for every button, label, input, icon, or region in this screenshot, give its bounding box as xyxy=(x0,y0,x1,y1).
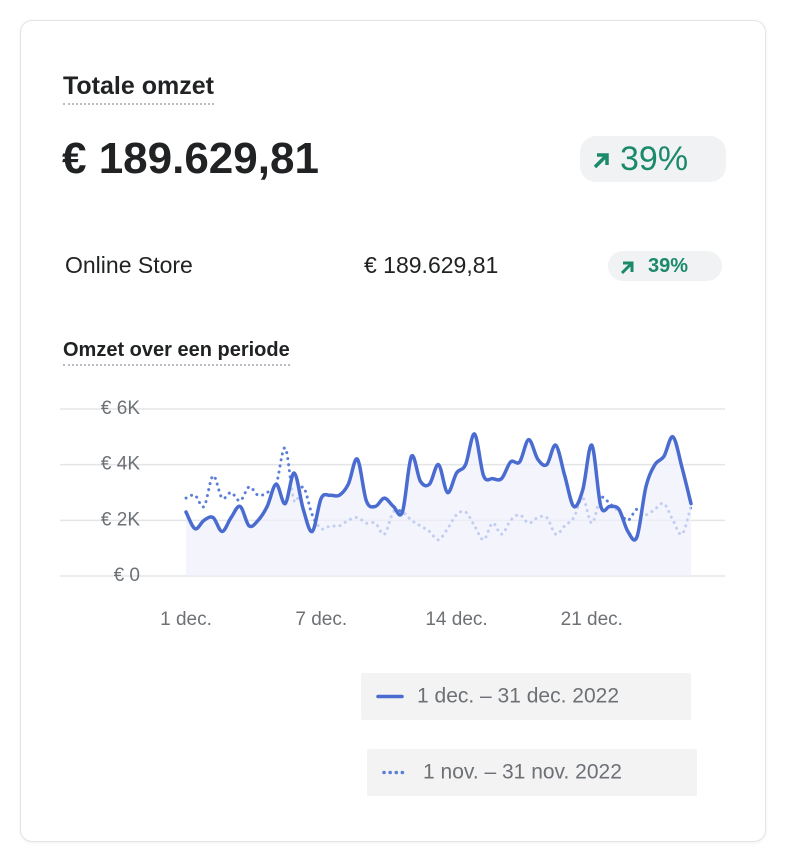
x-tick-label: 14 dec. xyxy=(425,609,487,630)
card xyxy=(20,20,766,842)
x-tick-label: 1 dec. xyxy=(160,609,212,630)
y-tick-label: € 6K xyxy=(101,398,140,419)
y-tick-label: € 4K xyxy=(101,454,140,475)
legend-box xyxy=(361,673,691,720)
card-title: Totale omzet xyxy=(63,72,214,105)
chart-title: Omzet over een periode xyxy=(63,339,290,366)
change-badge: 39% xyxy=(580,136,726,182)
y-tick-label: € 0 xyxy=(114,565,140,586)
total: € 189.629,81 xyxy=(62,134,319,183)
change: 39% xyxy=(620,139,689,178)
x-tick-label: 7 dec. xyxy=(295,609,347,630)
arrow-up-icon xyxy=(620,261,634,275)
x-tick-label: 21 dec. xyxy=(561,609,623,630)
arrow-up-icon xyxy=(593,153,609,169)
legend-label: 1 nov. – 31 nov. 2022 xyxy=(423,761,622,784)
legend-label: 1 dec. – 31 dec. 2022 xyxy=(417,685,619,708)
chart: € 0 € 2K € 4K € 6K 1 dec. 7 dec. 14 dec. 21 dec… xyxy=(60,398,725,796)
row-name: Online Store xyxy=(65,252,193,278)
legend-box xyxy=(367,749,697,796)
y-tick-label: € 2K xyxy=(101,509,140,530)
line xyxy=(184,432,693,542)
row-change-badge: 39% xyxy=(608,251,722,281)
area xyxy=(186,433,691,576)
row-value: € 189.629,81 xyxy=(364,252,499,278)
row-change: 39% xyxy=(648,254,689,277)
